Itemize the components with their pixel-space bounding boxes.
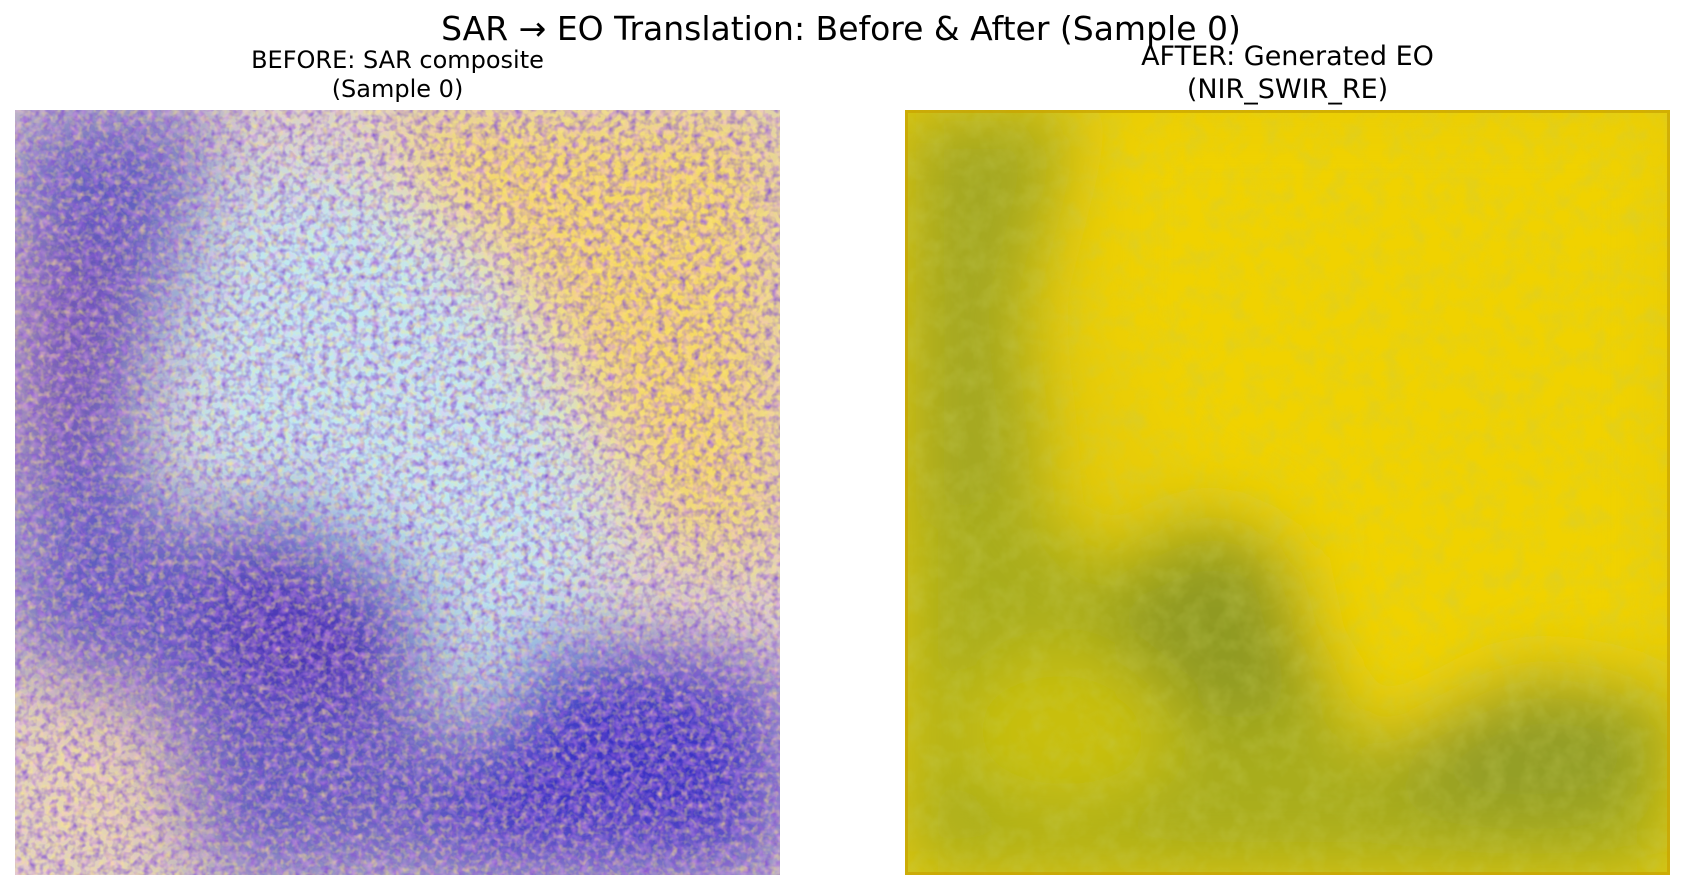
- generated-eo-image: [905, 110, 1670, 875]
- before-title-line-1: BEFORE: SAR composite: [251, 46, 544, 74]
- before-panel: BEFORE: SAR composite (Sample 0): [15, 0, 780, 889]
- figure-title: SAR → EO Translation: Before & After (Sa…: [441, 9, 1241, 48]
- after-title-line-1: AFTER: Generated EO: [1141, 41, 1434, 72]
- after-panel-title: AFTER: Generated EO (NIR_SWIR_RE): [865, 40, 1682, 106]
- after-title-line-2: (NIR_SWIR_RE): [1186, 74, 1389, 105]
- sar-composite-image: [15, 110, 780, 875]
- after-panel: AFTER: Generated EO (NIR_SWIR_RE): [905, 0, 1670, 889]
- before-title-line-2: (Sample 0): [331, 75, 464, 103]
- before-panel-title: BEFORE: SAR composite (Sample 0): [0, 46, 820, 104]
